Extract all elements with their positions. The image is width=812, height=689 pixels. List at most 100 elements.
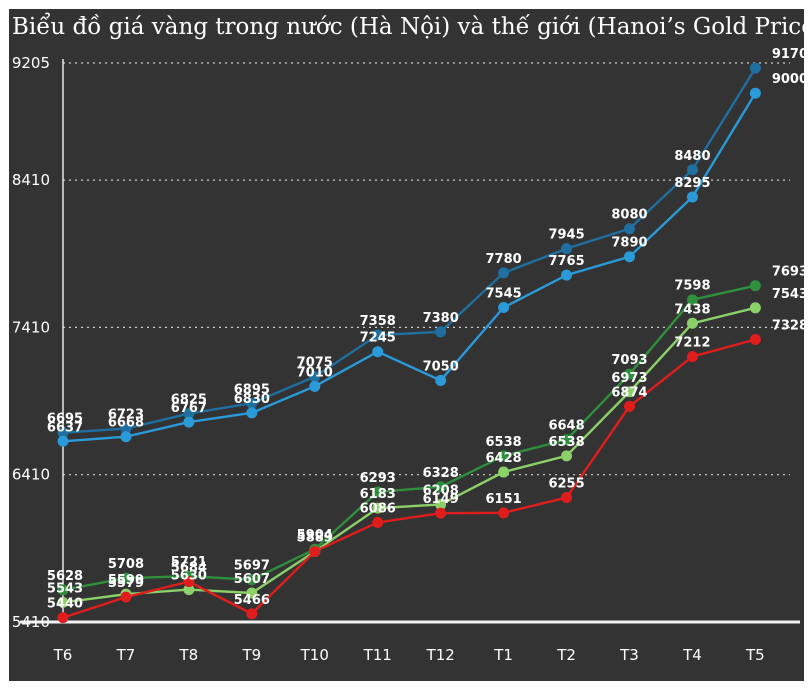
data-label: 7780 (486, 252, 522, 267)
data-point (686, 317, 698, 329)
data-point (246, 608, 258, 620)
data-label: 7010 (297, 365, 333, 380)
data-label: 7545 (486, 287, 522, 302)
data-label: 9170 (772, 47, 808, 62)
data-point (120, 431, 132, 443)
series-line (62, 338, 756, 619)
x-tick-label: T6 (53, 646, 73, 664)
y-tick-label: 7410 (12, 318, 50, 336)
data-point (435, 481, 447, 493)
data-label: 8295 (674, 176, 710, 191)
data-point (183, 584, 195, 596)
data-label: 6830 (234, 392, 270, 407)
data-point (57, 427, 69, 439)
data-label: 7380 (423, 311, 459, 326)
chart-title: Biểu đồ giá vàng trong nước (Hà Nội) và … (12, 14, 812, 40)
data-point (120, 572, 132, 584)
data-point (246, 587, 258, 599)
x-tick-label: T3 (619, 646, 639, 664)
x-tick-label: T4 (682, 646, 702, 664)
series-line (62, 306, 756, 604)
data-point (498, 466, 510, 478)
x-tick-label: T11 (363, 646, 392, 664)
series-line (62, 92, 757, 443)
x-tick-label: T5 (745, 646, 765, 664)
data-point (623, 386, 635, 398)
data-point (183, 416, 195, 428)
data-label: 7945 (548, 228, 584, 243)
data-point (561, 450, 573, 462)
data-point (686, 351, 698, 363)
x-tick-label: T2 (556, 646, 576, 664)
data-label: 5904 (297, 528, 333, 543)
data-point (623, 400, 635, 412)
data-label: 6086 (360, 501, 396, 516)
data-label: 6973 (611, 371, 647, 386)
y-tick-label: 8410 (12, 171, 50, 189)
data-label: 5697 (234, 559, 270, 574)
data-point (561, 269, 573, 281)
x-tick-label: T7 (116, 646, 136, 664)
data-label: 5708 (108, 557, 144, 572)
data-label: 6825 (171, 393, 207, 408)
data-label: 6328 (423, 466, 459, 481)
x-tick-label: T12 (426, 646, 455, 664)
data-label: 7093 (611, 353, 647, 368)
data-point (246, 407, 258, 419)
data-label: 6538 (548, 435, 584, 450)
data-point (435, 507, 447, 519)
data-point (749, 302, 761, 314)
data-label: 6895 (234, 382, 270, 397)
data-point (183, 408, 195, 420)
data-point (309, 371, 321, 383)
data-point (57, 584, 69, 596)
data-point (749, 87, 761, 99)
data-label: 6767 (171, 401, 207, 416)
data-point (120, 423, 132, 435)
data-label: 5684 (171, 561, 207, 576)
data-point (309, 545, 321, 557)
data-point (57, 612, 69, 624)
series-line (62, 67, 757, 434)
data-label: 6695 (47, 412, 83, 427)
data-label: 8480 (674, 149, 710, 164)
data-label: 5440 (47, 597, 83, 612)
data-label: 7075 (297, 356, 333, 371)
data-label: 7543 (772, 287, 808, 302)
data-label: 7598 (674, 279, 710, 294)
data-label: 5579 (108, 576, 144, 591)
data-point (435, 374, 447, 386)
data-point (749, 333, 761, 345)
data-label: 5466 (234, 593, 270, 608)
data-point (498, 267, 510, 279)
data-point (561, 243, 573, 255)
data-label: 5630 (171, 569, 207, 584)
data-point (498, 450, 510, 462)
data-point (246, 397, 258, 409)
data-point (372, 329, 384, 341)
data-point (623, 368, 635, 380)
data-label: 6149 (423, 492, 459, 507)
data-point (749, 62, 761, 74)
data-point (686, 191, 698, 203)
data-point (498, 507, 510, 519)
data-label: 6428 (486, 451, 522, 466)
x-tick-label: T1 (493, 646, 513, 664)
data-point (246, 574, 258, 586)
data-point (623, 223, 635, 235)
data-point (57, 435, 69, 447)
data-label: 6668 (108, 416, 144, 431)
series-line (62, 284, 756, 592)
y-tick-label: 9205 (12, 54, 50, 72)
y-tick-label: 6410 (12, 466, 50, 484)
data-label: 7245 (360, 331, 396, 346)
data-label: 6151 (486, 492, 522, 507)
data-label: 6538 (486, 435, 522, 450)
data-label: 7212 (674, 336, 710, 351)
data-point (561, 434, 573, 446)
data-point (561, 492, 573, 504)
data-point (372, 486, 384, 498)
x-tick-label: T8 (179, 646, 199, 664)
